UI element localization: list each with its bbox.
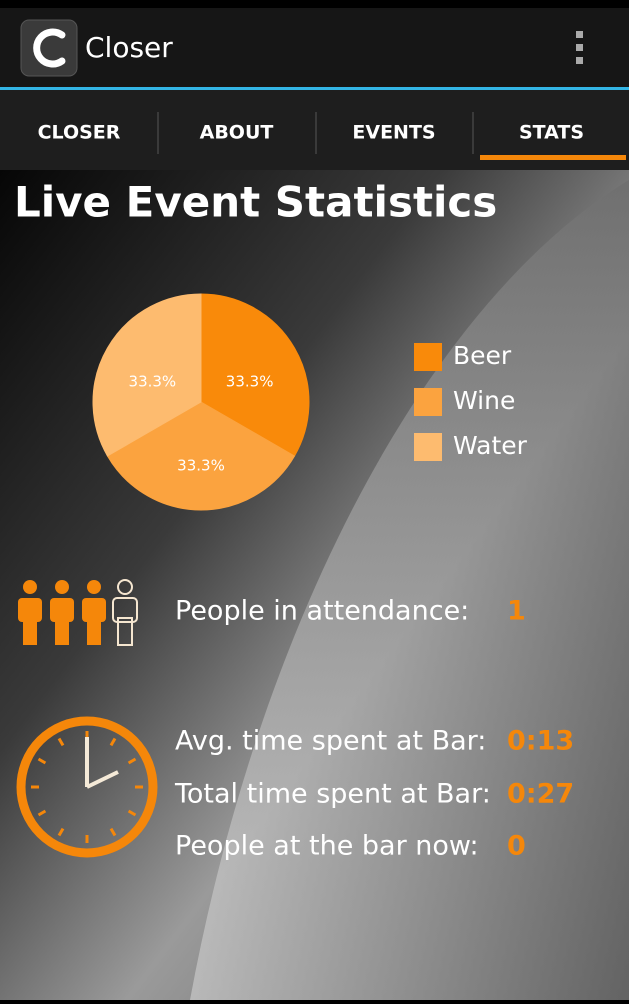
app-icon-glyph [33, 28, 66, 68]
tab-label[interactable]: CLOSER [38, 122, 121, 144]
pie-slice [200, 293, 310, 457]
tab-label[interactable]: EVENTS [352, 122, 435, 144]
heading: Live Event Statistics [14, 178, 497, 227]
stat-value: 0:13 [507, 726, 574, 757]
tab-dividers [157, 112, 474, 154]
slice-label: 33.3% [177, 457, 225, 475]
tab-label[interactable]: ABOUT [200, 122, 274, 144]
stat-label: People at the bar now: [175, 831, 479, 862]
stat-value: 0:27 [507, 779, 574, 810]
legend-label: Wine [453, 386, 515, 415]
legend-swatch [414, 433, 442, 461]
app-bar [0, 8, 629, 88]
pie-slice [106, 401, 296, 511]
overflow-menu[interactable] [576, 31, 583, 64]
clock-icon [16, 716, 158, 858]
pie-slice [92, 293, 202, 457]
app-title: Closer [85, 31, 173, 64]
slice-label: 33.3% [226, 372, 274, 390]
legend-label: Beer [453, 341, 512, 370]
legend-swatch [414, 388, 442, 416]
slice-label: 33.3% [129, 372, 177, 390]
stat-label: People in attendance: [175, 596, 469, 627]
stat-label: Total time spent at Bar: [174, 779, 491, 810]
tab-label[interactable]: STATS [519, 122, 584, 144]
tab-indicator [480, 155, 626, 160]
people-icon [18, 579, 138, 646]
stat-label: Avg. time spent at Bar: [175, 726, 486, 757]
legend-swatch [414, 343, 442, 371]
app-bar-divider [0, 87, 629, 90]
stat-value: 1 [507, 596, 526, 627]
legend-label: Water [453, 431, 528, 460]
stat-value: 0 [507, 831, 526, 862]
app-icon[interactable] [20, 19, 78, 77]
background-swoosh [190, 180, 629, 1000]
status-bar [0, 0, 629, 8]
